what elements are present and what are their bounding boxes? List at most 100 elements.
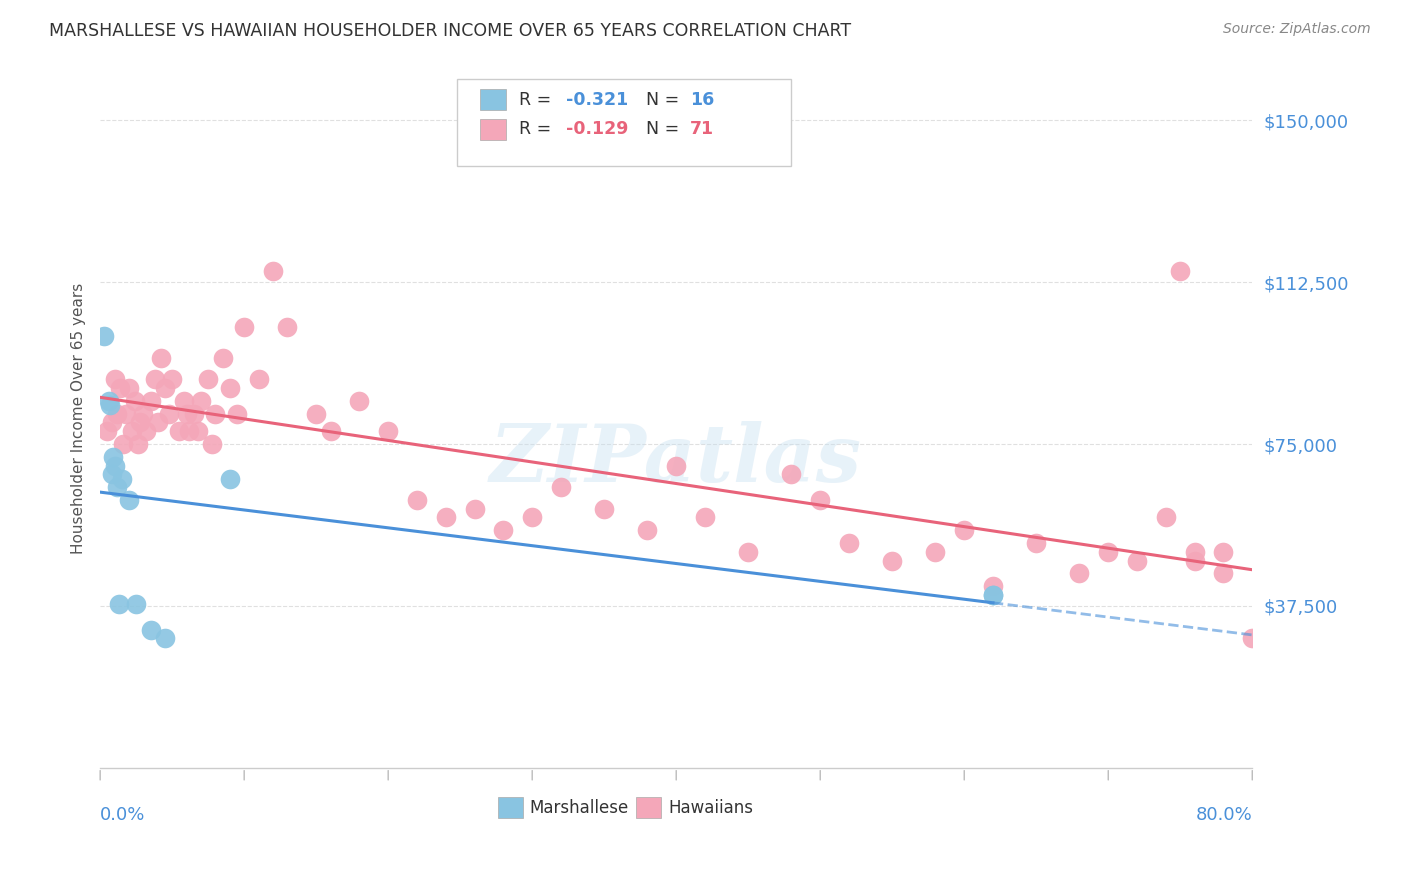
- Point: [953, 524, 976, 538]
- Point: [157, 407, 180, 421]
- Text: 16: 16: [690, 91, 714, 109]
- Text: R =: R =: [519, 91, 557, 109]
- Point: [211, 351, 233, 365]
- Point: [132, 407, 155, 421]
- Text: N =: N =: [634, 120, 685, 138]
- Point: [882, 553, 904, 567]
- Text: ZIPatlas: ZIPatlas: [491, 421, 862, 499]
- Point: [1025, 536, 1047, 550]
- Point: [153, 631, 176, 645]
- Point: [1154, 510, 1177, 524]
- Point: [179, 424, 201, 438]
- Point: [149, 351, 172, 365]
- Point: [636, 524, 658, 538]
- Point: [520, 510, 543, 524]
- Point: [226, 407, 249, 421]
- Point: [197, 372, 219, 386]
- Text: Marshallese: Marshallese: [530, 798, 628, 816]
- Text: 0.0%: 0.0%: [100, 806, 145, 824]
- Text: Source: ZipAtlas.com: Source: ZipAtlas.com: [1223, 22, 1371, 37]
- Point: [96, 424, 118, 438]
- Point: [187, 424, 209, 438]
- FancyBboxPatch shape: [481, 119, 506, 140]
- Text: 80.0%: 80.0%: [1195, 806, 1253, 824]
- Point: [593, 501, 616, 516]
- Point: [146, 416, 169, 430]
- Point: [838, 536, 860, 550]
- Point: [262, 264, 284, 278]
- Point: [924, 545, 946, 559]
- Point: [129, 416, 152, 430]
- Point: [93, 329, 115, 343]
- Point: [121, 424, 143, 438]
- Point: [349, 393, 371, 408]
- Point: [115, 407, 138, 421]
- Point: [406, 493, 429, 508]
- FancyBboxPatch shape: [636, 797, 661, 818]
- Point: [1126, 553, 1149, 567]
- Point: [377, 424, 399, 438]
- Point: [1184, 545, 1206, 559]
- Point: [125, 597, 148, 611]
- Point: [173, 393, 195, 408]
- Point: [233, 320, 256, 334]
- Point: [153, 381, 176, 395]
- Point: [169, 424, 191, 438]
- Point: [981, 588, 1004, 602]
- Point: [693, 510, 716, 524]
- Point: [1241, 631, 1264, 645]
- Point: [319, 424, 342, 438]
- Point: [737, 545, 759, 559]
- Point: [204, 407, 226, 421]
- Point: [201, 437, 224, 451]
- Point: [139, 623, 162, 637]
- Point: [107, 407, 129, 421]
- Point: [124, 393, 146, 408]
- Point: [1069, 566, 1091, 581]
- Point: [107, 480, 129, 494]
- Point: [101, 450, 124, 464]
- Point: [110, 381, 132, 395]
- Point: [98, 398, 121, 412]
- Text: R =: R =: [519, 120, 557, 138]
- Point: [1184, 553, 1206, 567]
- Point: [305, 407, 328, 421]
- Point: [108, 597, 131, 611]
- Point: [100, 416, 122, 430]
- Point: [118, 381, 141, 395]
- Point: [1097, 545, 1119, 559]
- Text: 71: 71: [690, 120, 714, 138]
- Point: [160, 372, 183, 386]
- Point: [176, 407, 198, 421]
- Point: [103, 458, 125, 473]
- Point: [1212, 566, 1234, 581]
- Point: [218, 381, 240, 395]
- FancyBboxPatch shape: [498, 797, 523, 818]
- Text: N =: N =: [634, 91, 685, 109]
- Point: [981, 588, 1004, 602]
- Point: [135, 424, 157, 438]
- FancyBboxPatch shape: [457, 79, 792, 167]
- Point: [118, 493, 141, 508]
- Point: [183, 407, 205, 421]
- Text: Hawaiians: Hawaiians: [668, 798, 754, 816]
- Text: MARSHALLESE VS HAWAIIAN HOUSEHOLDER INCOME OVER 65 YEARS CORRELATION CHART: MARSHALLESE VS HAWAIIAN HOUSEHOLDER INCO…: [49, 22, 852, 40]
- Point: [111, 471, 134, 485]
- Point: [550, 480, 572, 494]
- Point: [97, 393, 120, 408]
- Point: [981, 579, 1004, 593]
- Point: [218, 471, 240, 485]
- Point: [127, 437, 149, 451]
- Text: -0.129: -0.129: [565, 120, 628, 138]
- Point: [1168, 264, 1191, 278]
- Point: [139, 393, 162, 408]
- Y-axis label: Householder Income Over 65 years: Householder Income Over 65 years: [72, 283, 86, 554]
- Point: [190, 393, 212, 408]
- Point: [1212, 545, 1234, 559]
- Point: [808, 493, 831, 508]
- Text: -0.321: -0.321: [565, 91, 628, 109]
- Point: [103, 372, 125, 386]
- Point: [100, 467, 122, 482]
- Point: [780, 467, 803, 482]
- Point: [464, 501, 486, 516]
